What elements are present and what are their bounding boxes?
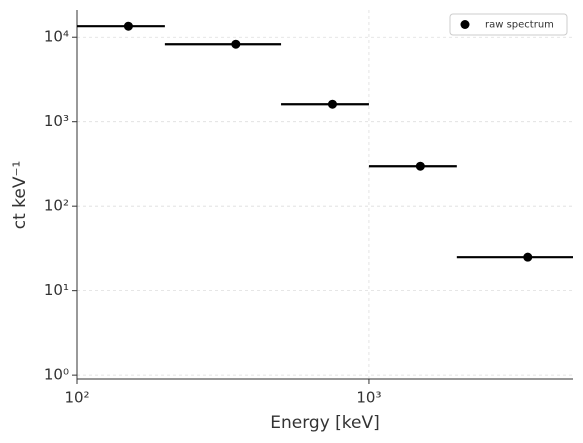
legend-marker [460,20,470,29]
x-axis-label: Energy [keV] [270,413,380,433]
point [231,39,241,49]
point [523,252,533,262]
y-tick-label: 10⁰ [44,366,69,384]
point [415,161,425,171]
y-tick-label: 10² [44,197,69,215]
point [327,99,337,109]
x-tick-label: 10³ [356,389,381,407]
y-tick-label: 10⁴ [44,28,69,46]
legend-label: raw spectrum [485,20,554,31]
y-axis-label: ct keV⁻¹ [10,161,30,230]
point [123,21,133,31]
x-tick-label: 10² [64,389,89,407]
y-tick-label: 10¹ [44,281,69,299]
y-tick-label: 10³ [44,112,69,130]
legend-box [449,13,568,36]
